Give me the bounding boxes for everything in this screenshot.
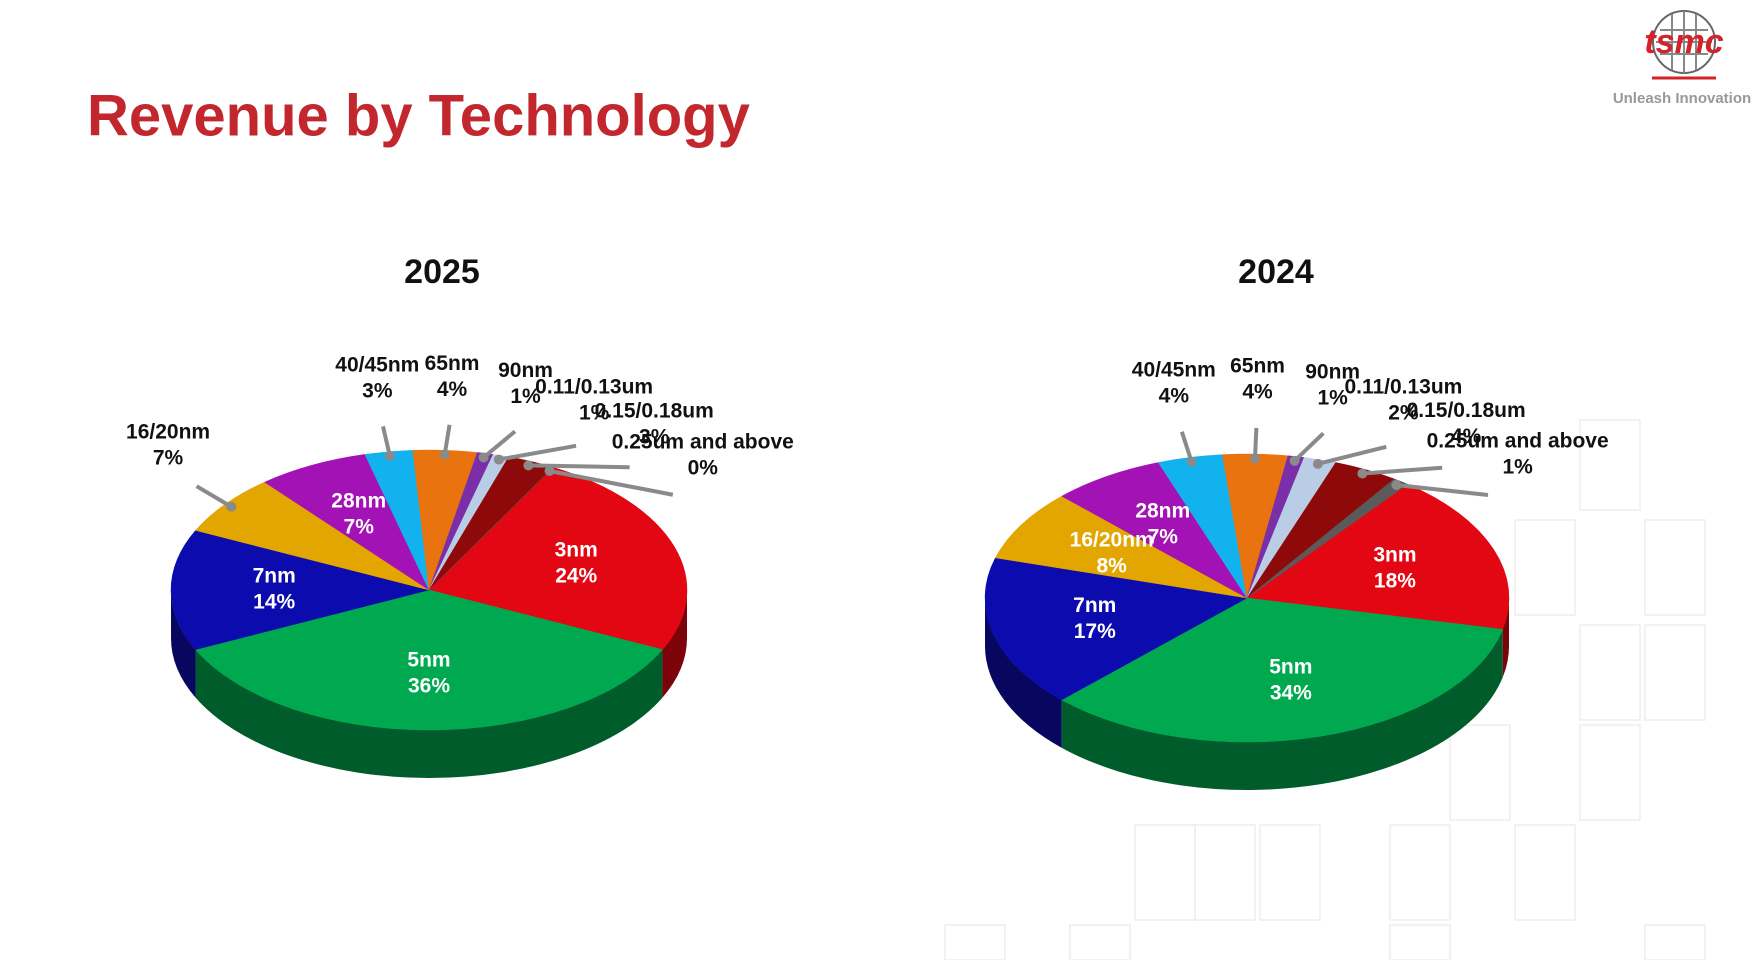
slice-value-label: 0% (688, 456, 719, 479)
slice-label: 0.11/0.13um (1344, 376, 1462, 399)
leader-line (1362, 465, 1443, 476)
slice-label: 5nm (1269, 656, 1312, 679)
slice (428, 467, 688, 650)
leader-line (549, 469, 674, 497)
background-pattern (944, 419, 1706, 960)
slice-side (171, 590, 196, 698)
slice-label: 65nm (1230, 354, 1285, 377)
leader-line (1396, 483, 1489, 498)
slice-value-label: 4% (437, 378, 468, 401)
slice-label: 0.15/0.18um (595, 399, 714, 422)
leader-dot (478, 452, 489, 463)
slice-side (985, 598, 1062, 748)
leader-line (1293, 431, 1325, 463)
slice-label: 0.11/0.13um (535, 375, 653, 398)
slice-label: 3nm (1373, 543, 1416, 566)
slice-value-label: 3% (639, 425, 670, 448)
slice-label: 65nm (425, 352, 480, 375)
leader-dot (1289, 455, 1300, 466)
slice-value-label: 4% (1242, 380, 1273, 403)
slice-label: 28nm (1135, 500, 1190, 523)
leader-dot (439, 449, 450, 460)
slice-label: 7nm (1073, 594, 1116, 617)
slice-value-label: 1% (1317, 386, 1348, 409)
slice-value-label: 3% (362, 380, 393, 403)
slice-label: 90nm (498, 359, 553, 382)
slice-value-label: 17% (1074, 620, 1116, 643)
slice-value-label: 14% (253, 591, 295, 614)
slide-title: Revenue by Technology (87, 83, 750, 148)
slice (1061, 597, 1504, 743)
slice-label: 40/45nm (1132, 359, 1216, 382)
leader-dot (1186, 456, 1197, 467)
slice-value-label: 1% (579, 401, 610, 424)
logo: tsmc Unleash Innovation (1613, 10, 1751, 107)
leader-dot (523, 460, 534, 471)
pie-chart: 2024 3nm 18% 5nm 34% 7nm 17% 16/20nm 8% 28nm 7% 40/… (984, 253, 1609, 790)
slice (1246, 483, 1510, 630)
slice-side (1061, 629, 1503, 790)
leader-line (498, 443, 577, 462)
leader-line (482, 429, 517, 460)
slice (170, 530, 430, 650)
slice-value-label: 18% (1374, 569, 1416, 592)
slice-side (195, 649, 663, 779)
leader-line (442, 424, 452, 455)
slice (195, 589, 663, 731)
slice-value-label: 7% (344, 516, 375, 539)
leader-dot (1391, 479, 1402, 490)
slice-value-label: 4% (1451, 425, 1482, 448)
slice (264, 454, 430, 591)
slice-value-label: 7% (153, 447, 184, 470)
slice-label: 3nm (555, 539, 598, 562)
slice-label: 90nm (1305, 360, 1360, 383)
leader-dot (226, 501, 237, 512)
slice-value-label: 8% (1097, 555, 1128, 578)
slice-label: 0.15/0.18um (1407, 399, 1526, 422)
chart-title: 2025 (404, 253, 480, 291)
chart-title: 2024 (1238, 253, 1314, 291)
slice-label: 0.25um and above (612, 430, 794, 453)
slice-value-label: 36% (408, 675, 450, 698)
leader-dot (384, 450, 395, 461)
leader-line (1252, 427, 1259, 459)
slice-label: 0.25um and above (1427, 430, 1609, 453)
slice-label: 40/45nm (335, 354, 419, 377)
slice-label: 16/20nm (1070, 529, 1154, 552)
slice-label: 7nm (253, 565, 296, 588)
slice-label: 16/20nm (126, 421, 210, 444)
leader-dot (544, 465, 555, 476)
leader-line (528, 463, 630, 470)
pie-chart: 2025 3nm 24% 5nm 36% 7nm 14% 28nm 7% 16/20nm 7% 40/… (126, 253, 794, 779)
slice (1061, 462, 1248, 599)
slice-value-label: 2% (1388, 402, 1419, 425)
leader-dot (1312, 458, 1323, 469)
slice-side (1502, 598, 1509, 678)
slice-value-label: 1% (1502, 456, 1533, 479)
slice (995, 495, 1248, 599)
logo-name: tsmc (1644, 23, 1723, 61)
leader-line (1179, 431, 1194, 463)
slice-side (662, 590, 687, 698)
slice-value-label: 4% (1159, 385, 1190, 408)
leader-dot (1357, 468, 1368, 479)
leader-dot (1249, 453, 1260, 464)
slice (984, 557, 1248, 701)
slice-value-label: 1% (510, 385, 541, 408)
logo-tagline: Unleash Innovation (1613, 90, 1751, 107)
leader-line (1317, 444, 1387, 466)
slice-value-label: 34% (1270, 682, 1312, 705)
slice-value-label: 24% (555, 565, 597, 588)
leader-line (381, 425, 392, 457)
leader-line (195, 484, 233, 509)
slice-value-label: 7% (1148, 526, 1179, 549)
slice-label: 28nm (331, 490, 386, 513)
leader-dot (493, 454, 504, 465)
slice-label: 5nm (407, 649, 450, 672)
